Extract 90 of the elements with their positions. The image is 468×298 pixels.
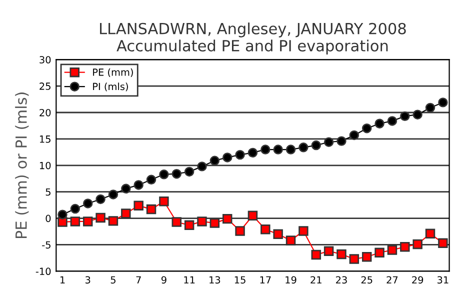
- point: [374, 248, 384, 258]
- point: [349, 130, 360, 140]
- point: [425, 228, 436, 238]
- point: [260, 144, 270, 154]
- point: [387, 116, 398, 126]
- point: [248, 148, 258, 158]
- point: [311, 140, 321, 150]
- point: [146, 174, 156, 185]
- point: [235, 226, 245, 236]
- point: [172, 217, 182, 227]
- point: [70, 204, 80, 214]
- point: [197, 216, 207, 226]
- legend-label: PE (mm): [93, 68, 133, 78]
- y-axis-title: PE (mm) or PI (mls): [15, 92, 29, 238]
- point: [121, 184, 131, 194]
- point: [286, 144, 296, 154]
- point: [412, 239, 422, 250]
- x-tick-label: 7: [136, 276, 141, 284]
- point: [70, 216, 80, 226]
- point: [159, 170, 169, 180]
- x-tick-label: 5: [110, 276, 116, 284]
- point: [96, 194, 106, 204]
- y-tick-label: 10: [40, 162, 51, 170]
- point: [146, 204, 156, 214]
- point: [298, 142, 308, 152]
- x-tick-label: 21: [310, 276, 322, 284]
- x-tick-label: 17: [260, 276, 271, 284]
- point: [362, 124, 372, 134]
- point: [184, 220, 194, 230]
- chart-title: LLANSADWRN, Anglesey, JANUARY 2008 Accumulated PE and PI evaporation: [100, 22, 406, 54]
- x-tick-label: 27: [386, 276, 398, 284]
- point: [197, 162, 207, 172]
- point: [184, 166, 194, 177]
- point: [83, 198, 93, 208]
- x-tick-label: 13: [210, 276, 220, 284]
- x-tick-label: 25: [361, 276, 372, 284]
- point: [374, 118, 384, 128]
- point: [134, 180, 144, 190]
- point: [210, 218, 220, 228]
- point: [298, 226, 308, 236]
- point: [172, 168, 182, 179]
- point: [349, 254, 360, 264]
- point: [108, 190, 118, 200]
- point: [222, 214, 232, 224]
- point: [324, 246, 334, 256]
- point: [248, 210, 258, 220]
- point: [336, 249, 346, 260]
- point: [210, 156, 220, 166]
- point: [362, 252, 372, 262]
- point: [400, 242, 410, 252]
- point: [96, 212, 106, 223]
- y-tick-label: 20: [40, 108, 51, 116]
- point: [400, 111, 410, 122]
- point: [438, 98, 448, 108]
- point: [58, 210, 68, 220]
- x-tick-label: 3: [86, 276, 90, 284]
- x-tick-label: 23: [336, 276, 347, 284]
- y-tick-label: 0: [46, 214, 51, 222]
- legend-label: PI (mls): [93, 82, 128, 92]
- x-tick-label: 29: [412, 276, 424, 284]
- y-tick-label: 15: [40, 136, 50, 143]
- point: [336, 136, 346, 146]
- point: [324, 137, 334, 147]
- point: [273, 144, 283, 154]
- point: [159, 196, 169, 206]
- y-tick-label: 5: [46, 188, 50, 196]
- x-tick-label: 11: [184, 276, 195, 284]
- y-tick-label: -5: [42, 241, 50, 249]
- y-tick-label: 25: [40, 82, 50, 90]
- point: [438, 238, 448, 248]
- point: [235, 150, 245, 160]
- point: [425, 102, 436, 113]
- point: [286, 236, 296, 246]
- point: [83, 216, 93, 226]
- point: [387, 245, 398, 255]
- point: [311, 250, 321, 260]
- x-tick-label: 9: [161, 276, 166, 284]
- x-tick-label: 19: [286, 276, 296, 284]
- y-tick-label: -10: [36, 268, 51, 276]
- point: [260, 224, 270, 234]
- point: [222, 152, 232, 162]
- point: [134, 200, 144, 210]
- point: [273, 229, 283, 240]
- point: [121, 208, 131, 218]
- x-tick-label: 15: [234, 276, 246, 284]
- point: [108, 216, 118, 226]
- y-tick-label: 30: [40, 56, 51, 64]
- x-tick-label: 31: [437, 276, 448, 284]
- point: [412, 110, 422, 120]
- x-tick-label: 1: [60, 276, 65, 284]
